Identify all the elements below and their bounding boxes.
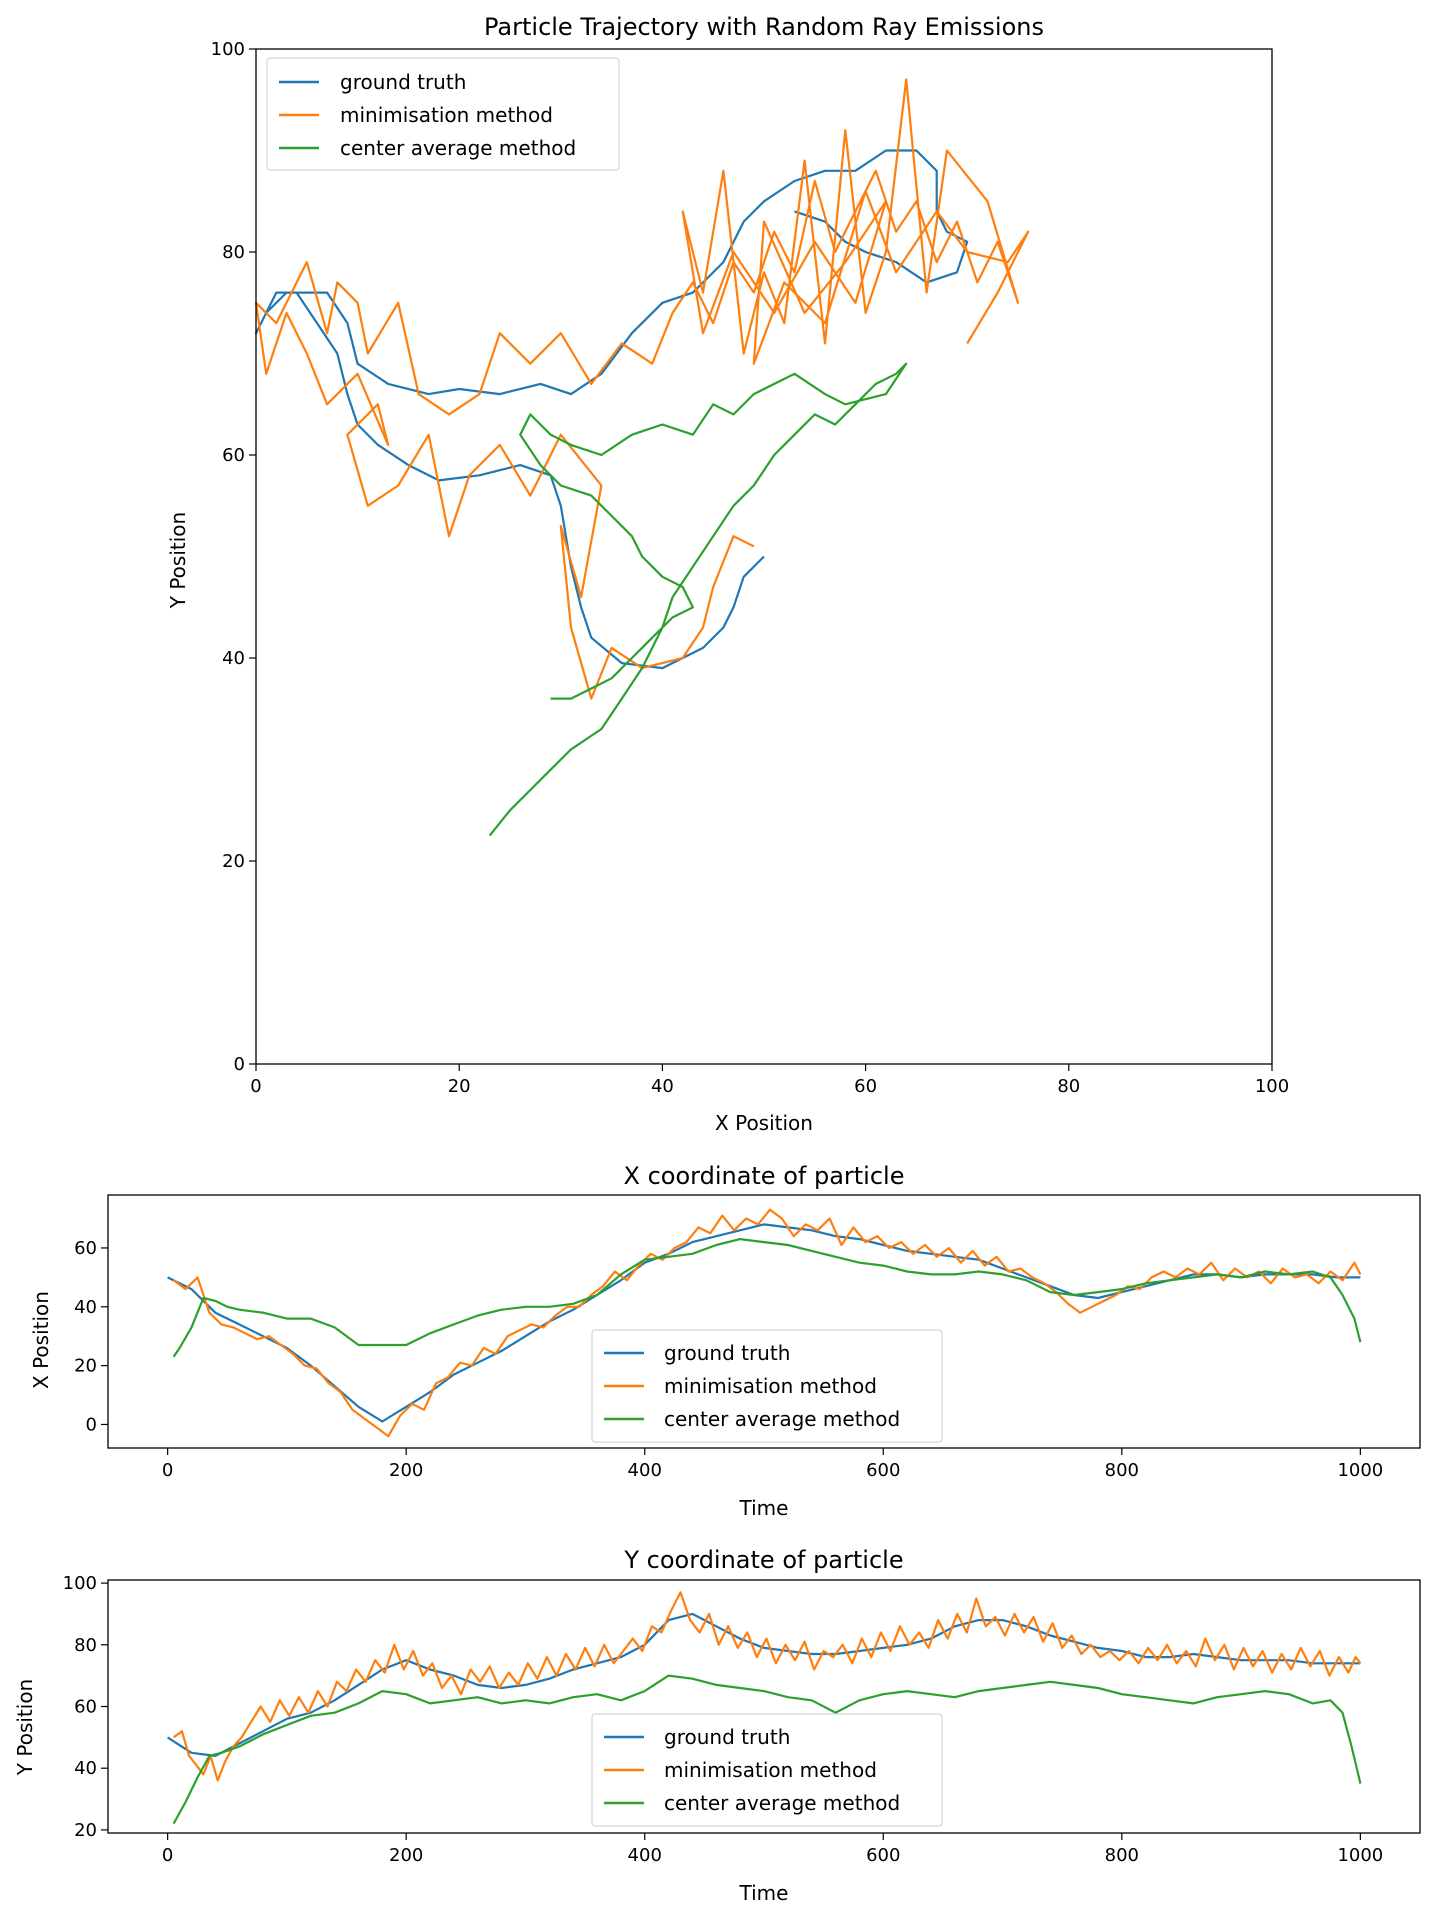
trajectory-legend: ground truth minimisation method center …	[266, 57, 620, 171]
legend-label-ground-truth: ground truth	[664, 1725, 790, 1749]
trajectory-plot-area: 0 20 40 60 80 100 0 20 40 60 80 100	[211, 39, 1290, 1097]
series-line-mm	[172, 1208, 1362, 1438]
ycoord-title: Y coordinate of particle	[623, 1546, 903, 1574]
x-tick-label: 400	[628, 1460, 662, 1481]
x-tick-label: 200	[389, 1460, 423, 1481]
legend-label-minimisation: minimisation method	[664, 1374, 877, 1398]
x-tick-label: 60	[854, 1076, 877, 1097]
axes-frame	[107, 1194, 1421, 1449]
legend-label-ground-truth: ground truth	[664, 1341, 790, 1365]
y-tick-label: 60	[74, 1697, 97, 1718]
legend-label-center-average: center average method	[340, 136, 576, 160]
x-tick-label: 100	[1255, 1076, 1289, 1097]
series-line-ca	[172, 1674, 1362, 1825]
xcoord-plot-area: 0 200 400 600 800 1000 0 20 40 60	[74, 1194, 1421, 1481]
series-line-mm	[254, 78, 1030, 700]
xcoord-ylabel: X Position	[29, 1291, 53, 1389]
x-tick-label: 600	[866, 1845, 900, 1866]
xcoord-panel: X coordinate of particle 0 200 400 600 800 10…	[29, 1162, 1421, 1520]
x-tick-label: 600	[866, 1460, 900, 1481]
x-tick-label: 0	[162, 1460, 173, 1481]
ycoord-plot-area: 0 200 400 600 800 1000 20 40 60 80 100	[63, 1573, 1421, 1866]
series-line-ca	[488, 362, 908, 837]
x-tick-label: 80	[1057, 1076, 1080, 1097]
xcoord-title: X coordinate of particle	[624, 1162, 905, 1190]
x-tick-label: 800	[1105, 1845, 1139, 1866]
x-tick-label: 20	[448, 1076, 471, 1097]
y-tick-label: 20	[222, 851, 245, 872]
series-line-gt	[254, 149, 969, 670]
y-tick-label: 100	[211, 39, 245, 60]
ycoord-xlabel: Time	[739, 1881, 789, 1905]
y-tick-label: 40	[222, 648, 245, 669]
x-tick-label: 800	[1105, 1460, 1139, 1481]
y-tick-label: 20	[74, 1820, 97, 1841]
y-tick-label: 60	[74, 1238, 97, 1259]
axes-frame	[255, 48, 1273, 1065]
series-line-ca	[172, 1238, 1362, 1358]
trajectory-xlabel: X Position	[715, 1111, 813, 1135]
y-tick-label: 0	[234, 1054, 245, 1075]
ycoord-panel: Y coordinate of particle 0 200 400 600 800 10…	[13, 1546, 1421, 1905]
y-tick-label: 80	[222, 242, 245, 263]
y-tick-label: 60	[222, 445, 245, 466]
legend-label-ground-truth: ground truth	[340, 70, 466, 94]
y-tick-label: 40	[74, 1758, 97, 1779]
y-tick-label: 40	[74, 1297, 97, 1318]
legend-label-minimisation: minimisation method	[340, 103, 553, 127]
y-tick-label: 0	[86, 1414, 97, 1435]
legend-frame	[591, 1713, 943, 1827]
x-tick-label: 1000	[1337, 1845, 1383, 1866]
trajectory-title: Particle Trajectory with Random Ray Emis…	[484, 13, 1044, 41]
legend-label-center-average: center average method	[664, 1407, 900, 1431]
y-tick-label: 100	[63, 1573, 97, 1594]
ycoord-ylabel: Y Position	[13, 1679, 37, 1776]
xcoord-legend: ground truth minimisation method center …	[591, 1329, 943, 1443]
y-tick-label: 80	[74, 1635, 97, 1656]
x-tick-label: 200	[389, 1845, 423, 1866]
x-tick-label: 0	[162, 1845, 173, 1866]
series-line-mm	[172, 1591, 1362, 1782]
trajectory-panel: Particle Trajectory with Random Ray Emis…	[166, 13, 1289, 1135]
x-tick-label: 0	[250, 1076, 261, 1097]
y-tick-label: 20	[74, 1356, 97, 1377]
legend-frame	[591, 1329, 943, 1443]
x-tick-label: 400	[628, 1845, 662, 1866]
legend-label-minimisation: minimisation method	[664, 1758, 877, 1782]
legend-frame	[266, 57, 620, 171]
x-tick-label: 1000	[1337, 1460, 1383, 1481]
ycoord-legend: ground truth minimisation method center …	[591, 1713, 943, 1827]
xcoord-xlabel: Time	[739, 1496, 789, 1520]
legend-label-center-average: center average method	[664, 1791, 900, 1815]
trajectory-ylabel: Y Position	[166, 512, 190, 609]
x-tick-label: 40	[651, 1076, 674, 1097]
